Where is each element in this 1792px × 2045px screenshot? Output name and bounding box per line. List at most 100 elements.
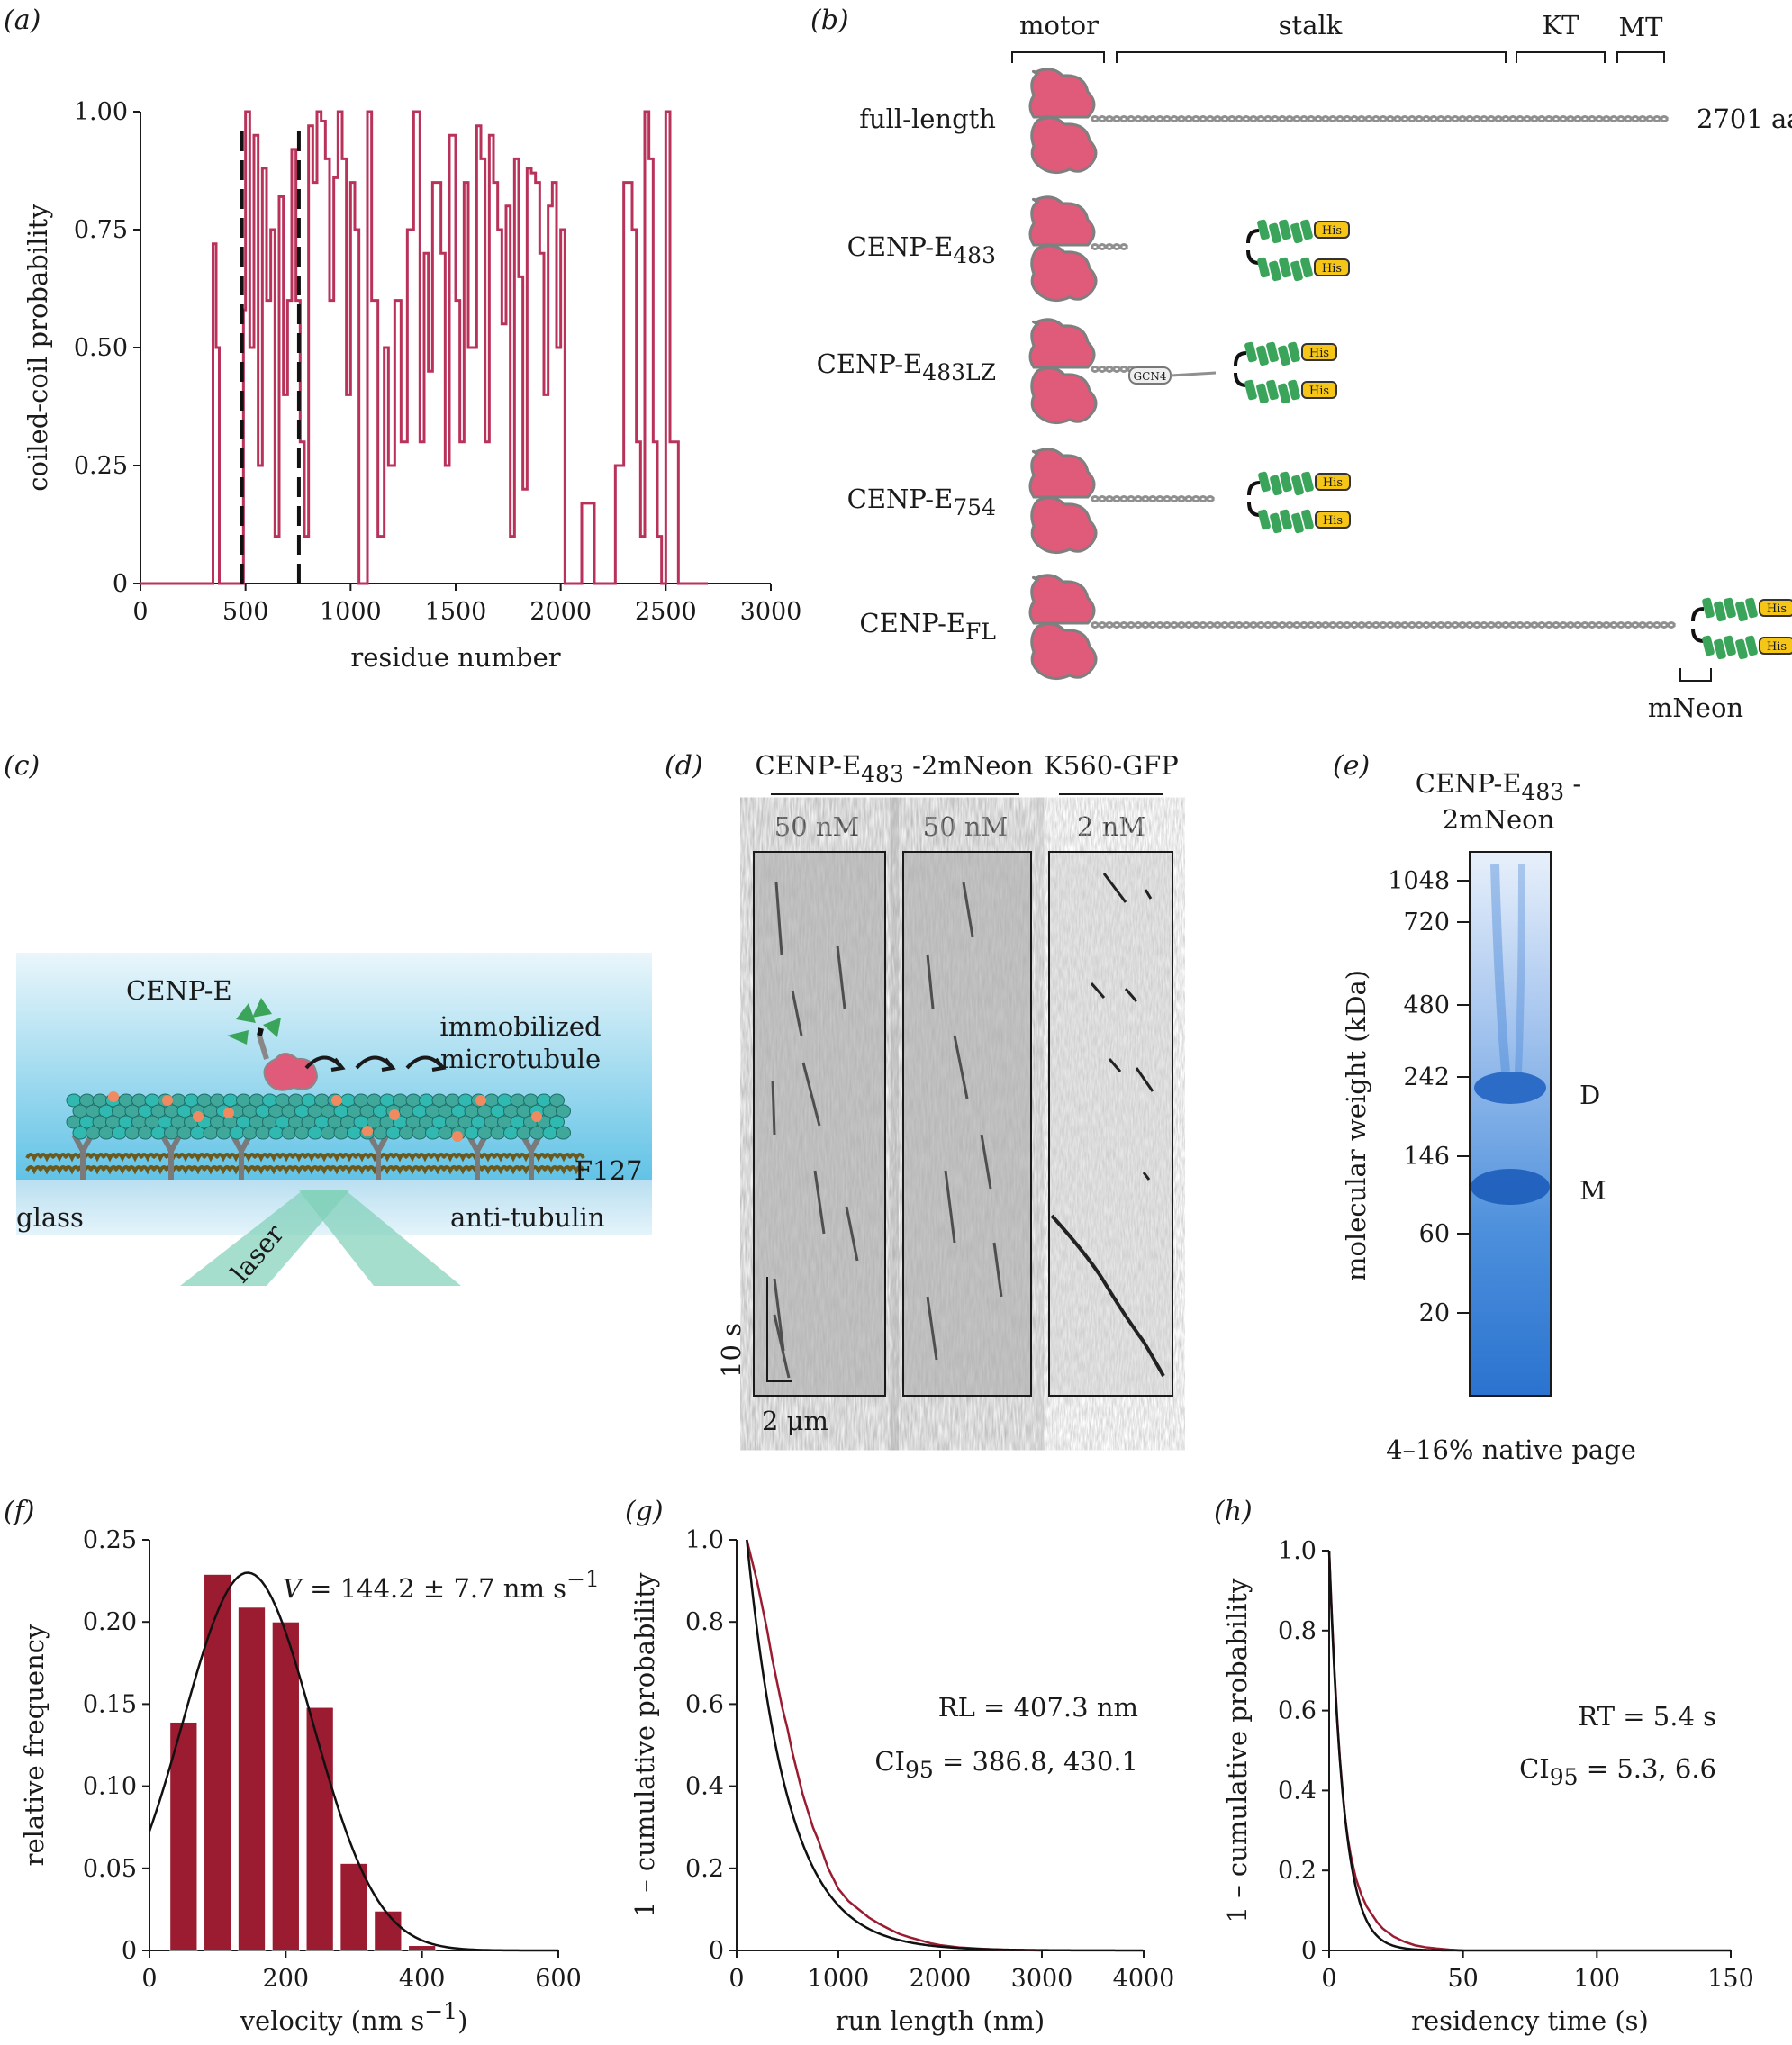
fluorescent-label: [389, 1109, 400, 1120]
cenp-e-label: CENP-E: [126, 975, 232, 1006]
passivated-surface: [25, 1133, 585, 1180]
his-tag-label: His: [1322, 224, 1342, 238]
fluorescent-label: [162, 1095, 173, 1106]
gel-lane: [1469, 851, 1552, 1397]
velocity-histogram: 0 200 400 600 0 0.05 0.10 0.15 0.20 0.25 velocity …: [19, 1526, 600, 2036]
his-tag: [1301, 343, 1337, 361]
x-axis-label: velocity (nm s−1): [240, 1998, 468, 2036]
construct-diagrams: His His His His His His His His GCN4: [1028, 68, 1792, 680]
motor-domain: [1028, 195, 1098, 302]
gcn4-label: GCN4: [1134, 370, 1167, 383]
his-tag: [1314, 258, 1350, 276]
kymo-conc-2: 50 nM: [923, 811, 1009, 842]
motor-domain: [1028, 68, 1098, 174]
construct-label-483lz: CENP-E483LZ: [817, 348, 996, 385]
band-label-m: M: [1579, 1175, 1606, 1206]
panel-g: (g) 0 1000 2000 3000 4000 0 0.2 0.4 0.6 0.8 1.0 run…: [625, 1496, 1174, 2036]
y-tick-label: 0.25: [74, 452, 128, 480]
ci-annotation: CI95 = 5.3, 6.6: [1519, 1753, 1716, 1790]
kymograph-2: [902, 851, 1032, 1397]
panel-c: (c) CENP-E immobilized microtubule F127 …: [4, 750, 652, 1288]
x-tick-label: 0: [729, 1965, 744, 1993]
histogram-bar: [408, 1945, 437, 1951]
histogram-bar: [204, 1573, 232, 1951]
domain-motor: motor: [1019, 10, 1099, 41]
gel-caption: 4–16% native page: [1386, 1434, 1636, 1465]
his-tag: [1759, 599, 1792, 617]
y-tick-label: 0.8: [685, 1608, 724, 1636]
gel-marker-label: 720: [1403, 909, 1450, 937]
his-tag-label: His: [1309, 385, 1329, 398]
coiled-coil-chart: 0 500 1000 1500 2000 2500 3000 0 0.25 0.50 0.75 1.0…: [23, 98, 801, 673]
ci-annotation: CI95 = 386.8, 430.1: [874, 1746, 1138, 1783]
cenp-e-molecule: [227, 998, 319, 1091]
y-tick-label: 0.6: [1278, 1697, 1317, 1725]
microtubule-label-2: microtubule: [440, 1044, 601, 1074]
y-tick-label: 0.6: [685, 1690, 724, 1718]
coiled-coil-stalk: [1090, 496, 1216, 502]
exponential-fit: [1327, 1550, 1731, 1952]
antibody-icon: [159, 1133, 183, 1180]
mean-annotation: RL = 407.3 nm: [938, 1692, 1138, 1723]
coiled-coil-stalk: [1090, 116, 1670, 122]
y-tick-label: 0.4: [1278, 1777, 1317, 1805]
domain-stalk: stalk: [1279, 10, 1343, 41]
run-length-survival: 0 1000 2000 3000 4000 0 0.2 0.4 0.6 0.8 1.0 run len…: [629, 1526, 1174, 2036]
motor-bracket: [1011, 51, 1105, 63]
y-tick-label: 0.2: [685, 1855, 724, 1883]
histogram-bar: [339, 1862, 368, 1951]
band-dimer: [1474, 1072, 1546, 1104]
x-tick-label: 1500: [425, 598, 487, 626]
x-tick-label: 0: [1321, 1965, 1336, 1993]
mneon-label: mNeon: [1648, 692, 1743, 723]
histogram-bar: [374, 1910, 403, 1951]
gel-markers: 1048 720 480 242 146 60 20: [1388, 867, 1470, 1327]
kymo-conc-3: 2 nM: [1077, 811, 1145, 842]
coiled-coil-stalk: [1090, 495, 1216, 502]
x-tick-label: 100: [1574, 1965, 1621, 1993]
y-tick-label: 0: [122, 1937, 137, 1965]
y-tick-label: 1.0: [1278, 1537, 1317, 1565]
fluorescent-label: [193, 1111, 204, 1122]
x-tick-label: 0: [132, 598, 148, 626]
kymograph-3: [1048, 851, 1173, 1397]
gel-marker-label: 242: [1403, 1063, 1450, 1091]
mneon-fluorophore: His His: [1247, 471, 1351, 534]
fluorescent-label: [223, 1108, 234, 1118]
y-axis-label: 1 – cumulative probability: [1222, 1578, 1253, 1923]
panel-label-e: (e): [1333, 750, 1370, 782]
x-tick-label: 500: [222, 598, 269, 626]
x-tick-label: 400: [399, 1965, 446, 1993]
x-tick-label: 3000: [1011, 1965, 1073, 1993]
coiled-coil-stalk: [1090, 366, 1136, 373]
panel-label-b: (b): [810, 5, 849, 36]
mean-annotation: RT = 5.4 s: [1578, 1701, 1716, 1732]
band-label-d: D: [1579, 1080, 1600, 1110]
y-tick-label: 0.2: [1278, 1857, 1317, 1885]
panel-label-c: (c): [4, 750, 40, 782]
kymo-time-scale: 10 s: [716, 1323, 747, 1378]
coiled-coil-stalk: [1090, 622, 1677, 629]
y-tick-label: 0.20: [83, 1608, 137, 1636]
gel-marker-label: 20: [1419, 1299, 1450, 1327]
velocity-annotation: V = 144.2 ± 7.7 nm s−1: [283, 1566, 600, 1604]
his-tag-label: His: [1323, 476, 1343, 490]
kymo-distance-scale: 2 μm: [762, 1406, 828, 1436]
laser-beam-left: [180, 1190, 349, 1286]
his-tag: [1315, 511, 1351, 529]
microtubule-lattice: [66, 1091, 571, 1142]
gel-title-line2: 2mNeon: [1443, 804, 1555, 835]
y-tick-label: 0.75: [74, 216, 128, 244]
y-tick-label: 0: [113, 570, 128, 598]
panel-label-g: (g): [625, 1496, 664, 1527]
x-tick-label: 150: [1707, 1965, 1754, 1993]
x-tick-label: 1000: [320, 598, 382, 626]
kymo-group-k560-label: K560-GFP: [1044, 750, 1179, 781]
buffer-region: [16, 953, 652, 1180]
coiled-coil-line: [140, 110, 708, 585]
residency-time-survival: 0 50 100 150 0 0.2 0.4 0.6 0.8 1.0 residency time …: [1222, 1537, 1754, 2036]
coiled-coil-stalk: [1090, 244, 1129, 250]
panel-e: (e) CENP-E483 - 2mNeon 1048 720 480 242 146 6…: [1333, 750, 1636, 1465]
his-tag: [1315, 473, 1351, 491]
